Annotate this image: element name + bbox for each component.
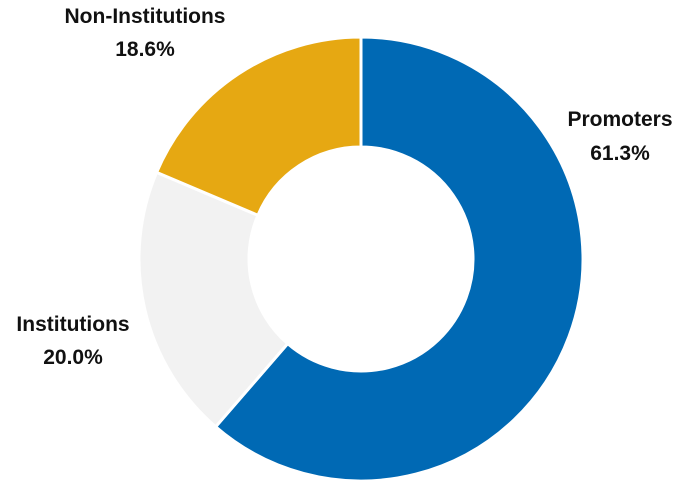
label-name-promoters: Promoters (567, 108, 672, 131)
label-name-non-institutions: Non-Institutions (65, 5, 226, 28)
label-name-institutions: Institutions (16, 313, 129, 336)
label-value-promoters: 61.3% (590, 142, 650, 165)
label-value-non-institutions: 18.6% (115, 38, 175, 61)
slice-institutions (137, 170, 290, 429)
label-value-institutions: 20.0% (43, 346, 103, 369)
slice-promoters (213, 35, 585, 483)
slices-group (137, 35, 585, 483)
slice-non-institutions (154, 35, 363, 218)
